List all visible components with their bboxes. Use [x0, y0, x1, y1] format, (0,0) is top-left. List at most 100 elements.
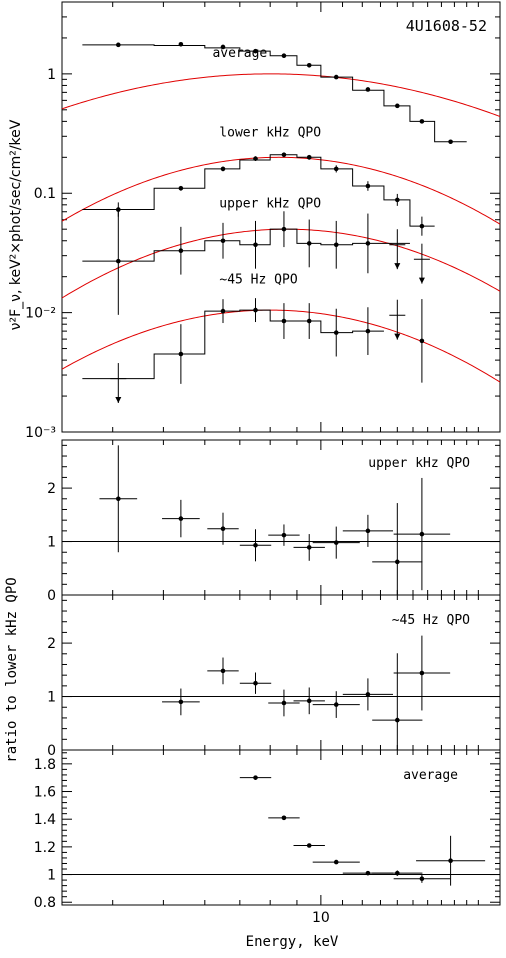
- ratio-45hz-point: [306, 698, 312, 704]
- ratio-45hz-ytick-label: 2: [47, 636, 56, 652]
- ratio-45hz-ytick-label: 0: [47, 743, 56, 759]
- panel-ratio-45hz: 0 1 2 ~45 Hz QPO: [47, 594, 501, 759]
- ratio-upper-point: [365, 528, 371, 534]
- series-3-point: [333, 330, 339, 335]
- series-2-point: [116, 258, 121, 264]
- series-0-point: [281, 53, 287, 58]
- ratio-45hz-point: [178, 699, 184, 705]
- series-0-point: [220, 44, 226, 50]
- ratio-upper-point: [178, 516, 184, 521]
- ratio-average-ytick-label: 1.2: [34, 840, 56, 856]
- panel-ratio-upper: 0 1 2 upper kHz QPO: [47, 439, 501, 604]
- ratio-average-point: [333, 859, 339, 865]
- spectrum-ytick-label: 10⁻²: [25, 306, 56, 322]
- series-2-histogram: [82, 228, 410, 262]
- ratio-45hz-label: ~45 Hz QPO: [392, 613, 470, 628]
- series-2: upper kHz QPO: [61, 196, 501, 315]
- ratio-upper-point: [333, 540, 339, 545]
- series-2-point: [333, 242, 339, 248]
- series-0-point: [365, 87, 371, 92]
- series-1-point: [253, 156, 258, 161]
- ratio-45hz-point: [333, 702, 339, 707]
- series-2-point: [281, 226, 287, 232]
- y-axis-label-ratio: ratio to lower kHz QPO: [4, 577, 20, 762]
- spectrum-ytick-label: 1: [47, 67, 56, 83]
- series-1-point: [178, 186, 184, 191]
- ratio-average-point: [365, 870, 371, 876]
- ratio-45hz-point: [220, 668, 226, 674]
- panel-spectrum: 1 0.1 10⁻² 10⁻³ average lower kHz QPO upper kH…: [25, 1, 501, 441]
- series-1-point: [365, 183, 371, 189]
- ratio-average-ytick-label: 1.8: [34, 757, 56, 773]
- series-0: average: [61, 41, 501, 145]
- ratio-upper-point: [306, 545, 312, 550]
- ratio-45hz-point: [395, 717, 400, 723]
- series-0-point: [419, 119, 425, 124]
- x-tick-label-10: 10: [312, 910, 330, 926]
- ratio-average-point: [448, 858, 453, 864]
- series-3-point: [365, 328, 371, 334]
- series-1: lower kHz QPO: [61, 125, 501, 236]
- series-0-label: average: [212, 46, 267, 61]
- ratio-upper-ytick-label: 2: [47, 481, 56, 497]
- ratio-upper-point: [395, 559, 400, 565]
- series-3-limit-arrow: [394, 333, 401, 340]
- ratio-average-point: [281, 815, 287, 821]
- ratio-upper-point: [419, 531, 425, 537]
- ratio-45hz-point: [253, 680, 258, 686]
- series-2-model-curve: [61, 228, 501, 299]
- series-3-point: [281, 318, 287, 324]
- series-2-point: [178, 248, 184, 254]
- series-3-limit-arrow: [115, 396, 122, 403]
- series-3-point: [306, 318, 312, 324]
- chart-title: 4U1608-52: [406, 17, 487, 35]
- series-1-point: [333, 166, 339, 172]
- series-2-point: [253, 242, 258, 248]
- series-2-point: [220, 238, 226, 244]
- ratio-average-point: [419, 876, 425, 882]
- ratio-45hz-point: [281, 700, 287, 706]
- series-3-model-curve: [61, 309, 501, 383]
- series-3-point: [419, 338, 425, 344]
- ratio-average-ytick-label: 0.8: [34, 895, 56, 911]
- series-3-label: ~45 Hz QPO: [219, 273, 297, 288]
- spectrum-frame: [61, 1, 501, 433]
- ratio-average-frame: [61, 749, 501, 906]
- series-0-point: [306, 62, 312, 68]
- series-2-label: upper kHz QPO: [219, 196, 321, 211]
- series-0-point: [448, 139, 453, 145]
- ratio-45hz-ytick-label: 1: [47, 690, 56, 706]
- series-3-point: [220, 308, 226, 314]
- series-0-point: [178, 41, 184, 47]
- series-1-point: [220, 166, 226, 172]
- series-1-point: [306, 155, 312, 160]
- series-0-point: [116, 42, 121, 48]
- series-0-point: [333, 74, 339, 80]
- ratio-average-ytick-label: 1.6: [34, 785, 56, 801]
- series-3-point: [178, 351, 184, 357]
- ratio-average-point: [306, 843, 312, 848]
- ratio-upper-point: [220, 526, 226, 532]
- series-0-point: [395, 103, 400, 109]
- series-1-model-curve: [61, 156, 501, 225]
- ratio-average-ytick-label: 1.4: [34, 812, 56, 828]
- series-3-point: [253, 307, 258, 313]
- series-2-limit-arrow: [418, 277, 425, 284]
- x-axis-label: Energy, keV: [246, 934, 339, 950]
- ratio-upper-ytick-label: 1: [47, 535, 56, 551]
- panel-ratio-average: 10 0.8 1 1.2 1.4 1.6 1.8 average: [34, 749, 501, 926]
- series-1-histogram: [82, 154, 435, 227]
- ratio-45hz-point: [419, 670, 425, 676]
- spectrum-ytick-label: 10⁻³: [25, 425, 56, 441]
- ratio-upper-point: [116, 496, 121, 502]
- spectrum-ytick-label: 0.1: [34, 186, 56, 202]
- series-0-model-curve: [61, 73, 501, 117]
- series-1-label: lower kHz QPO: [219, 125, 321, 140]
- ratio-average-point: [253, 775, 258, 780]
- ratio-45hz-point: [365, 692, 371, 697]
- series-2-point: [306, 241, 312, 246]
- ratio-upper-label: upper kHz QPO: [368, 456, 470, 471]
- series-1-point: [281, 152, 287, 158]
- y-axis-label-spectrum: ν²F_ν, keV²×phot/sec/cm²/keV: [8, 119, 24, 330]
